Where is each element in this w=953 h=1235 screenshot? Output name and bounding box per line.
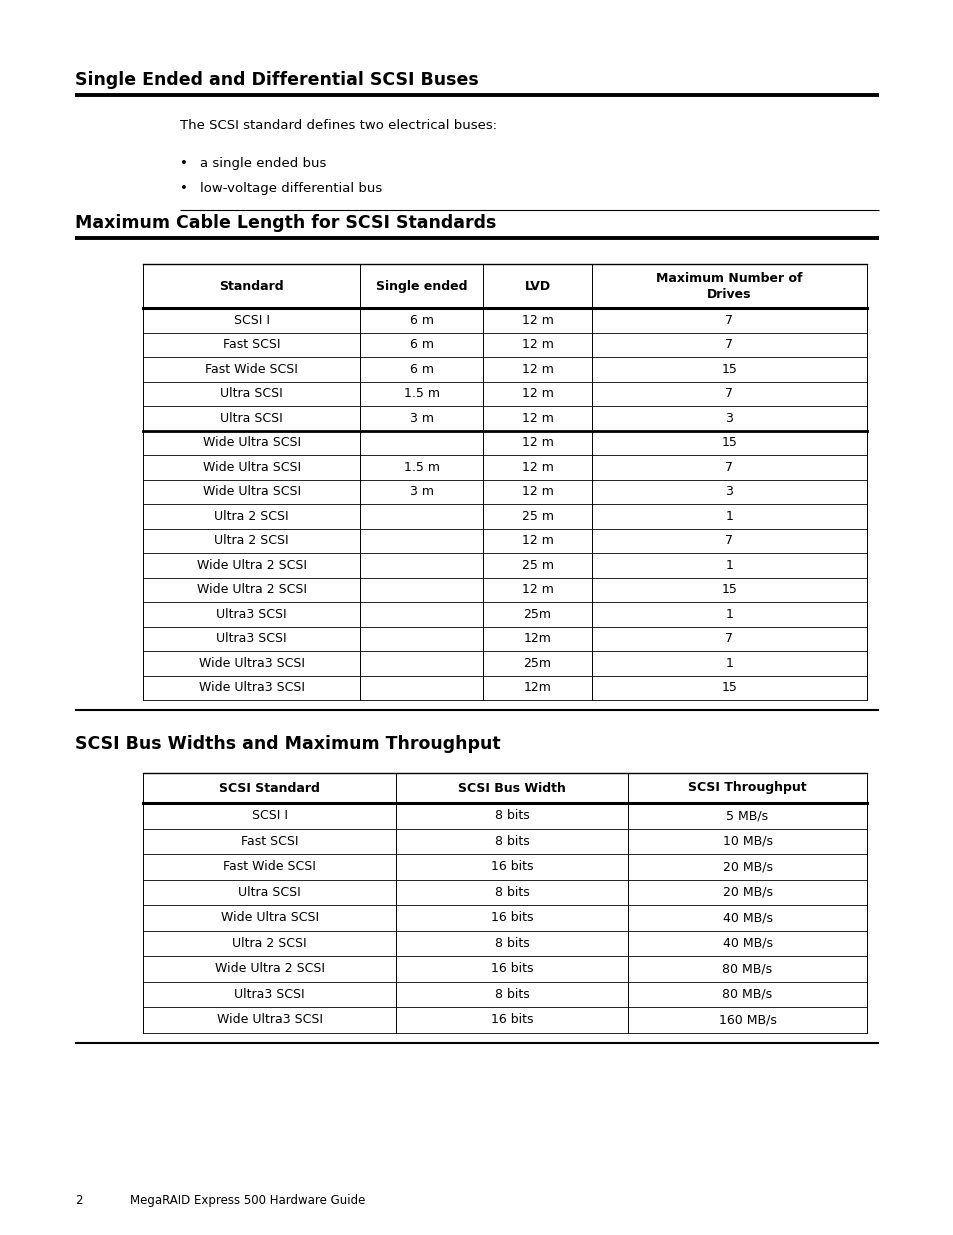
Text: SCSI Throughput: SCSI Throughput xyxy=(687,782,806,794)
Text: 1: 1 xyxy=(724,608,733,621)
Text: 8 bits: 8 bits xyxy=(495,809,529,823)
Text: Wide Ultra3 SCSI: Wide Ultra3 SCSI xyxy=(198,682,304,694)
Text: 16 bits: 16 bits xyxy=(491,911,533,924)
Text: 15: 15 xyxy=(720,682,737,694)
Text: 20 MB/s: 20 MB/s xyxy=(721,861,772,873)
Text: Wide Ultra3 SCSI: Wide Ultra3 SCSI xyxy=(216,1013,322,1026)
Text: LVD: LVD xyxy=(524,279,550,293)
Text: Wide Ultra SCSI: Wide Ultra SCSI xyxy=(220,911,318,924)
Text: 12 m: 12 m xyxy=(521,436,553,450)
Text: 10 MB/s: 10 MB/s xyxy=(721,835,772,847)
Text: 25m: 25m xyxy=(523,657,551,669)
Text: The SCSI standard defines two electrical buses:: The SCSI standard defines two electrical… xyxy=(180,119,497,132)
Text: 6 m: 6 m xyxy=(409,363,434,375)
Text: 20 MB/s: 20 MB/s xyxy=(721,885,772,899)
Text: 7: 7 xyxy=(724,535,733,547)
Text: SCSI Bus Width: SCSI Bus Width xyxy=(457,782,565,794)
Text: MegaRAID Express 500 Hardware Guide: MegaRAID Express 500 Hardware Guide xyxy=(130,1194,365,1207)
Text: 8 bits: 8 bits xyxy=(495,835,529,847)
Text: 16 bits: 16 bits xyxy=(491,1013,533,1026)
Text: Wide Ultra SCSI: Wide Ultra SCSI xyxy=(202,461,300,474)
Text: 7: 7 xyxy=(724,314,733,327)
Text: SCSI I: SCSI I xyxy=(233,314,270,327)
Text: Ultra3 SCSI: Ultra3 SCSI xyxy=(216,632,287,645)
Text: 80 MB/s: 80 MB/s xyxy=(721,962,772,976)
Text: Maximum Cable Length for SCSI Standards: Maximum Cable Length for SCSI Standards xyxy=(75,214,496,232)
Text: Ultra SCSI: Ultra SCSI xyxy=(220,388,283,400)
Text: Fast SCSI: Fast SCSI xyxy=(241,835,298,847)
Text: Wide Ultra 2 SCSI: Wide Ultra 2 SCSI xyxy=(214,962,324,976)
Text: 3 m: 3 m xyxy=(409,411,434,425)
Text: 16 bits: 16 bits xyxy=(491,962,533,976)
Text: 12m: 12m xyxy=(523,632,551,645)
Text: 12 m: 12 m xyxy=(521,338,553,351)
Text: Wide Ultra 2 SCSI: Wide Ultra 2 SCSI xyxy=(196,558,306,572)
Text: 160 MB/s: 160 MB/s xyxy=(718,1013,776,1026)
Text: 7: 7 xyxy=(724,338,733,351)
Text: 3 m: 3 m xyxy=(409,485,434,498)
Text: Ultra SCSI: Ultra SCSI xyxy=(220,411,283,425)
Text: Ultra3 SCSI: Ultra3 SCSI xyxy=(216,608,287,621)
Text: 6 m: 6 m xyxy=(409,314,434,327)
Text: 25 m: 25 m xyxy=(521,558,553,572)
Text: SCSI Bus Widths and Maximum Throughput: SCSI Bus Widths and Maximum Throughput xyxy=(75,735,500,753)
Text: Wide Ultra SCSI: Wide Ultra SCSI xyxy=(202,436,300,450)
Text: 3: 3 xyxy=(724,411,733,425)
Text: 15: 15 xyxy=(720,583,737,597)
Text: Ultra 2 SCSI: Ultra 2 SCSI xyxy=(214,535,289,547)
Text: Fast Wide SCSI: Fast Wide SCSI xyxy=(223,861,315,873)
Text: 12 m: 12 m xyxy=(521,314,553,327)
Text: 7: 7 xyxy=(724,461,733,474)
Text: 1.5 m: 1.5 m xyxy=(403,461,439,474)
Text: Single ended: Single ended xyxy=(375,279,467,293)
Text: 12 m: 12 m xyxy=(521,388,553,400)
Text: Fast Wide SCSI: Fast Wide SCSI xyxy=(205,363,297,375)
Text: 1.5 m: 1.5 m xyxy=(403,388,439,400)
Text: 15: 15 xyxy=(720,363,737,375)
Text: Ultra 2 SCSI: Ultra 2 SCSI xyxy=(214,510,289,522)
Text: •: • xyxy=(180,157,188,170)
Text: 25m: 25m xyxy=(523,608,551,621)
Text: Wide Ultra 2 SCSI: Wide Ultra 2 SCSI xyxy=(196,583,306,597)
Text: 16 bits: 16 bits xyxy=(491,861,533,873)
Text: 12 m: 12 m xyxy=(521,583,553,597)
Text: 25 m: 25 m xyxy=(521,510,553,522)
Text: 1: 1 xyxy=(724,510,733,522)
Text: •: • xyxy=(180,182,188,195)
Text: 7: 7 xyxy=(724,388,733,400)
Text: 12 m: 12 m xyxy=(521,461,553,474)
Text: Fast SCSI: Fast SCSI xyxy=(223,338,280,351)
Text: Ultra SCSI: Ultra SCSI xyxy=(238,885,301,899)
Text: 15: 15 xyxy=(720,436,737,450)
Text: 40 MB/s: 40 MB/s xyxy=(721,937,772,950)
Text: 1: 1 xyxy=(724,657,733,669)
Text: 40 MB/s: 40 MB/s xyxy=(721,911,772,924)
Text: Ultra 2 SCSI: Ultra 2 SCSI xyxy=(233,937,307,950)
Text: low-voltage differential bus: low-voltage differential bus xyxy=(200,182,382,195)
Text: 3: 3 xyxy=(724,485,733,498)
Text: SCSI Standard: SCSI Standard xyxy=(219,782,320,794)
Text: Wide Ultra SCSI: Wide Ultra SCSI xyxy=(202,485,300,498)
Text: 8 bits: 8 bits xyxy=(495,885,529,899)
Text: 1: 1 xyxy=(724,558,733,572)
Text: 12 m: 12 m xyxy=(521,535,553,547)
Text: Wide Ultra3 SCSI: Wide Ultra3 SCSI xyxy=(198,657,304,669)
Text: 12m: 12m xyxy=(523,682,551,694)
Text: Ultra3 SCSI: Ultra3 SCSI xyxy=(234,988,305,1000)
Text: 80 MB/s: 80 MB/s xyxy=(721,988,772,1000)
Text: 8 bits: 8 bits xyxy=(495,937,529,950)
Text: 12 m: 12 m xyxy=(521,363,553,375)
Text: SCSI I: SCSI I xyxy=(252,809,288,823)
Text: 12 m: 12 m xyxy=(521,411,553,425)
Text: 8 bits: 8 bits xyxy=(495,988,529,1000)
Text: 7: 7 xyxy=(724,632,733,645)
Text: a single ended bus: a single ended bus xyxy=(200,157,326,170)
Text: Standard: Standard xyxy=(219,279,284,293)
Text: 12 m: 12 m xyxy=(521,485,553,498)
Text: Maximum Number of
Drives: Maximum Number of Drives xyxy=(656,272,801,300)
Text: 5 MB/s: 5 MB/s xyxy=(726,809,768,823)
Text: Single Ended and Differential SCSI Buses: Single Ended and Differential SCSI Buses xyxy=(75,70,478,89)
Text: 2: 2 xyxy=(75,1194,82,1207)
Text: 6 m: 6 m xyxy=(409,338,434,351)
